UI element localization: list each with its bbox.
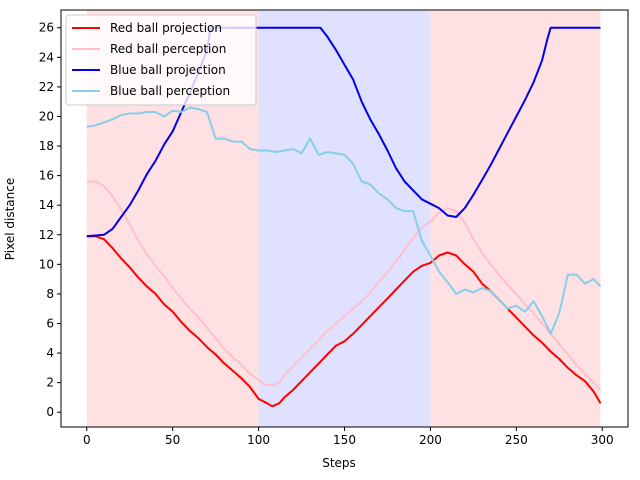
y-tick-label: 18 <box>39 139 54 153</box>
y-tick-label: 10 <box>39 257 54 271</box>
series-line-1 <box>86 180 602 391</box>
background-band-1 <box>258 10 431 427</box>
legend-label: Blue ball perception <box>110 84 230 98</box>
legend-label: Red ball perception <box>110 42 226 56</box>
y-tick-label: 26 <box>39 21 54 35</box>
y-tick-label: 6 <box>46 316 54 330</box>
x-axis-label: Steps <box>322 456 356 470</box>
x-tick-label: 100 <box>247 433 270 447</box>
y-tick-label: 24 <box>39 50 54 64</box>
y-tick-label: 4 <box>46 346 54 360</box>
y-tick-label: 8 <box>46 287 54 301</box>
y-tick-label: 20 <box>39 109 54 123</box>
series-lines <box>86 26 602 408</box>
series-line-3 <box>86 106 602 335</box>
y-tick-label: 12 <box>39 228 54 242</box>
legend-label: Blue ball projection <box>110 63 226 77</box>
y-tick-label: 2 <box>46 376 54 390</box>
series-line-0 <box>86 235 602 408</box>
background-band-2 <box>430 10 601 427</box>
x-tick-label: 250 <box>505 433 528 447</box>
x-tick-label: 0 <box>83 433 91 447</box>
x-tick-label: 200 <box>419 433 442 447</box>
legend-box <box>65 14 257 106</box>
y-tick-label: 16 <box>39 169 54 183</box>
y-tick-label: 14 <box>39 198 54 212</box>
y-tick-label: 22 <box>39 80 54 94</box>
x-tick-label: 150 <box>333 433 356 447</box>
legend-label: Red ball projection <box>110 21 222 35</box>
x-tick-label: 300 <box>591 433 614 447</box>
axes: 0 50 100 150 200 250 3000246810121416182022242… <box>39 9 629 447</box>
x-tick-label: 50 <box>165 433 180 447</box>
legend: Red ball projection Red ball perception Bl… <box>65 14 257 106</box>
y-axis-label: Pixel distance <box>3 178 17 260</box>
series-line-2 <box>86 26 601 238</box>
y-tick-label: 0 <box>46 405 54 419</box>
